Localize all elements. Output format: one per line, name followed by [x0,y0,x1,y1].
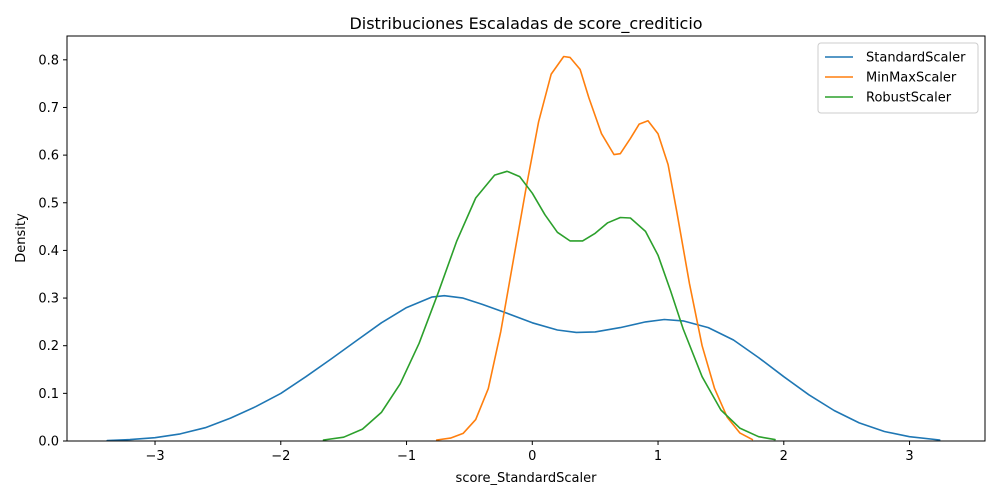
y-tick-label: 0.6 [38,149,59,164]
y-tick-label: 0.7 [38,101,59,116]
legend-label-robustscaler: RobustScaler [866,91,952,106]
y-tick-label: 0.2 [38,339,59,354]
y-axis-ticks: 0.0 0.1 0.2 0.3 0.4 0.5 0.6 0.7 0.8 [38,53,67,450]
x-tick-label: 1 [654,449,662,464]
x-tick-label: −2 [271,449,290,464]
y-axis-title: Density [14,213,29,263]
x-tick-label: 0 [528,449,536,464]
series-layer [106,55,941,442]
x-tick-label: −3 [145,449,164,464]
y-tick-label: 0.4 [38,244,59,259]
x-tick-label: −1 [397,449,416,464]
x-tick-label: 2 [780,449,788,464]
x-tick-label: 3 [905,449,913,464]
plot-frame [66,35,986,442]
legend: StandardScaler MinMaxScaler RobustScaler [817,42,979,114]
y-tick-label: 0.0 [38,435,59,450]
series-line-minmaxscaler [435,55,754,441]
series-line-standardscaler [106,294,941,442]
chart-title: Distribuciones Escaladas de score_credit… [349,14,702,34]
x-axis-title: score_StandardScaler [456,471,598,486]
x-axis-ticks: −3 −2 −1 0 1 2 3 [145,441,914,464]
legend-label-standardscaler: StandardScaler [866,51,966,66]
legend-label-minmaxscaler: MinMaxScaler [866,71,957,86]
y-tick-label: 0.3 [38,292,59,307]
y-tick-label: 0.8 [38,53,59,68]
legend-box [817,42,979,114]
y-tick-label: 0.5 [38,196,59,211]
y-tick-label: 0.1 [38,387,59,402]
series-line-robustscaler [322,170,776,441]
